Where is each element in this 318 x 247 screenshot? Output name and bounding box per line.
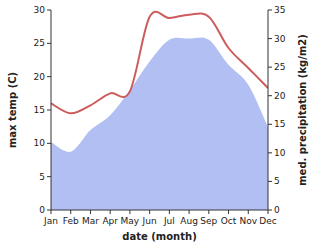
y2-tick-label: 20 [274, 91, 286, 101]
y2-tick-label: 35 [274, 5, 285, 15]
precip-area [51, 37, 268, 210]
x-tick [228, 210, 229, 214]
y-tick-label: 0 [39, 205, 45, 215]
x-tick [51, 210, 52, 214]
temp-line [51, 12, 268, 114]
x-axis [51, 210, 268, 211]
y2-tick-label: 5 [274, 176, 280, 186]
x-tick-label: Aug [180, 216, 198, 226]
y-tick-label: 25 [34, 38, 45, 48]
x-tick [70, 210, 71, 214]
y2-tick [268, 10, 272, 11]
y-tick [47, 43, 51, 44]
x-tick [129, 210, 130, 214]
x-tick-label: Jun [142, 216, 157, 226]
y2-tick-label: 25 [274, 62, 285, 72]
x-tick [169, 210, 170, 214]
y2-tick [268, 124, 272, 125]
x-tick-label: Jan [43, 216, 58, 226]
x-tick [268, 210, 269, 214]
x-tick [248, 210, 249, 214]
chart: 0 5 10 15 20 25 30 0 5 10 15 20 25 30 35 Jan FebMarAprMa… [0, 0, 318, 247]
y-tick [47, 76, 51, 77]
y-tick [47, 110, 51, 111]
plot-area [51, 12, 268, 210]
x-tick-label: Oct [221, 216, 237, 226]
y2-tick-label: 10 [274, 148, 286, 158]
y-tick [47, 176, 51, 177]
x-tick-label: Dec [259, 216, 276, 226]
x-tick-label: Feb [63, 216, 79, 226]
y2-tick-label: 15 [274, 119, 285, 129]
x-tick-label: Mar [82, 216, 99, 226]
y2-tick [268, 181, 272, 182]
y-tick-label: 10 [34, 138, 46, 148]
y2-tick-label: 0 [274, 205, 280, 215]
y-tick [47, 10, 51, 11]
x-tick-label: Sep [200, 216, 217, 226]
y2-tick [268, 152, 272, 153]
x-tick-label: Apr [102, 216, 118, 226]
x-tick [90, 210, 91, 214]
x-tick [110, 210, 111, 214]
y-tick [47, 143, 51, 144]
x-axis-label: date (month) [122, 231, 196, 242]
y2-axis-label: med. precipitation (kg/m2) [297, 34, 308, 186]
x-tick-label: Jul [163, 216, 175, 226]
y2-tick [268, 95, 272, 96]
x-tick [189, 210, 190, 214]
x-tick-label: May [121, 216, 140, 226]
x-tick [149, 210, 150, 214]
y-tick-label: 5 [39, 172, 45, 182]
y-tick [47, 210, 51, 211]
y-tick-label: 30 [34, 5, 46, 15]
y2-axis [268, 10, 269, 210]
y2-tick [268, 38, 272, 39]
y2-tick [268, 210, 272, 211]
x-tick [208, 210, 209, 214]
x-tick-label: Nov [239, 216, 257, 226]
y2-tick [268, 67, 272, 68]
y-tick-label: 20 [34, 72, 46, 82]
y-axis-label: max temp (C) [7, 72, 18, 148]
y-tick-label: 15 [34, 105, 45, 115]
y2-tick-label: 30 [274, 34, 286, 44]
